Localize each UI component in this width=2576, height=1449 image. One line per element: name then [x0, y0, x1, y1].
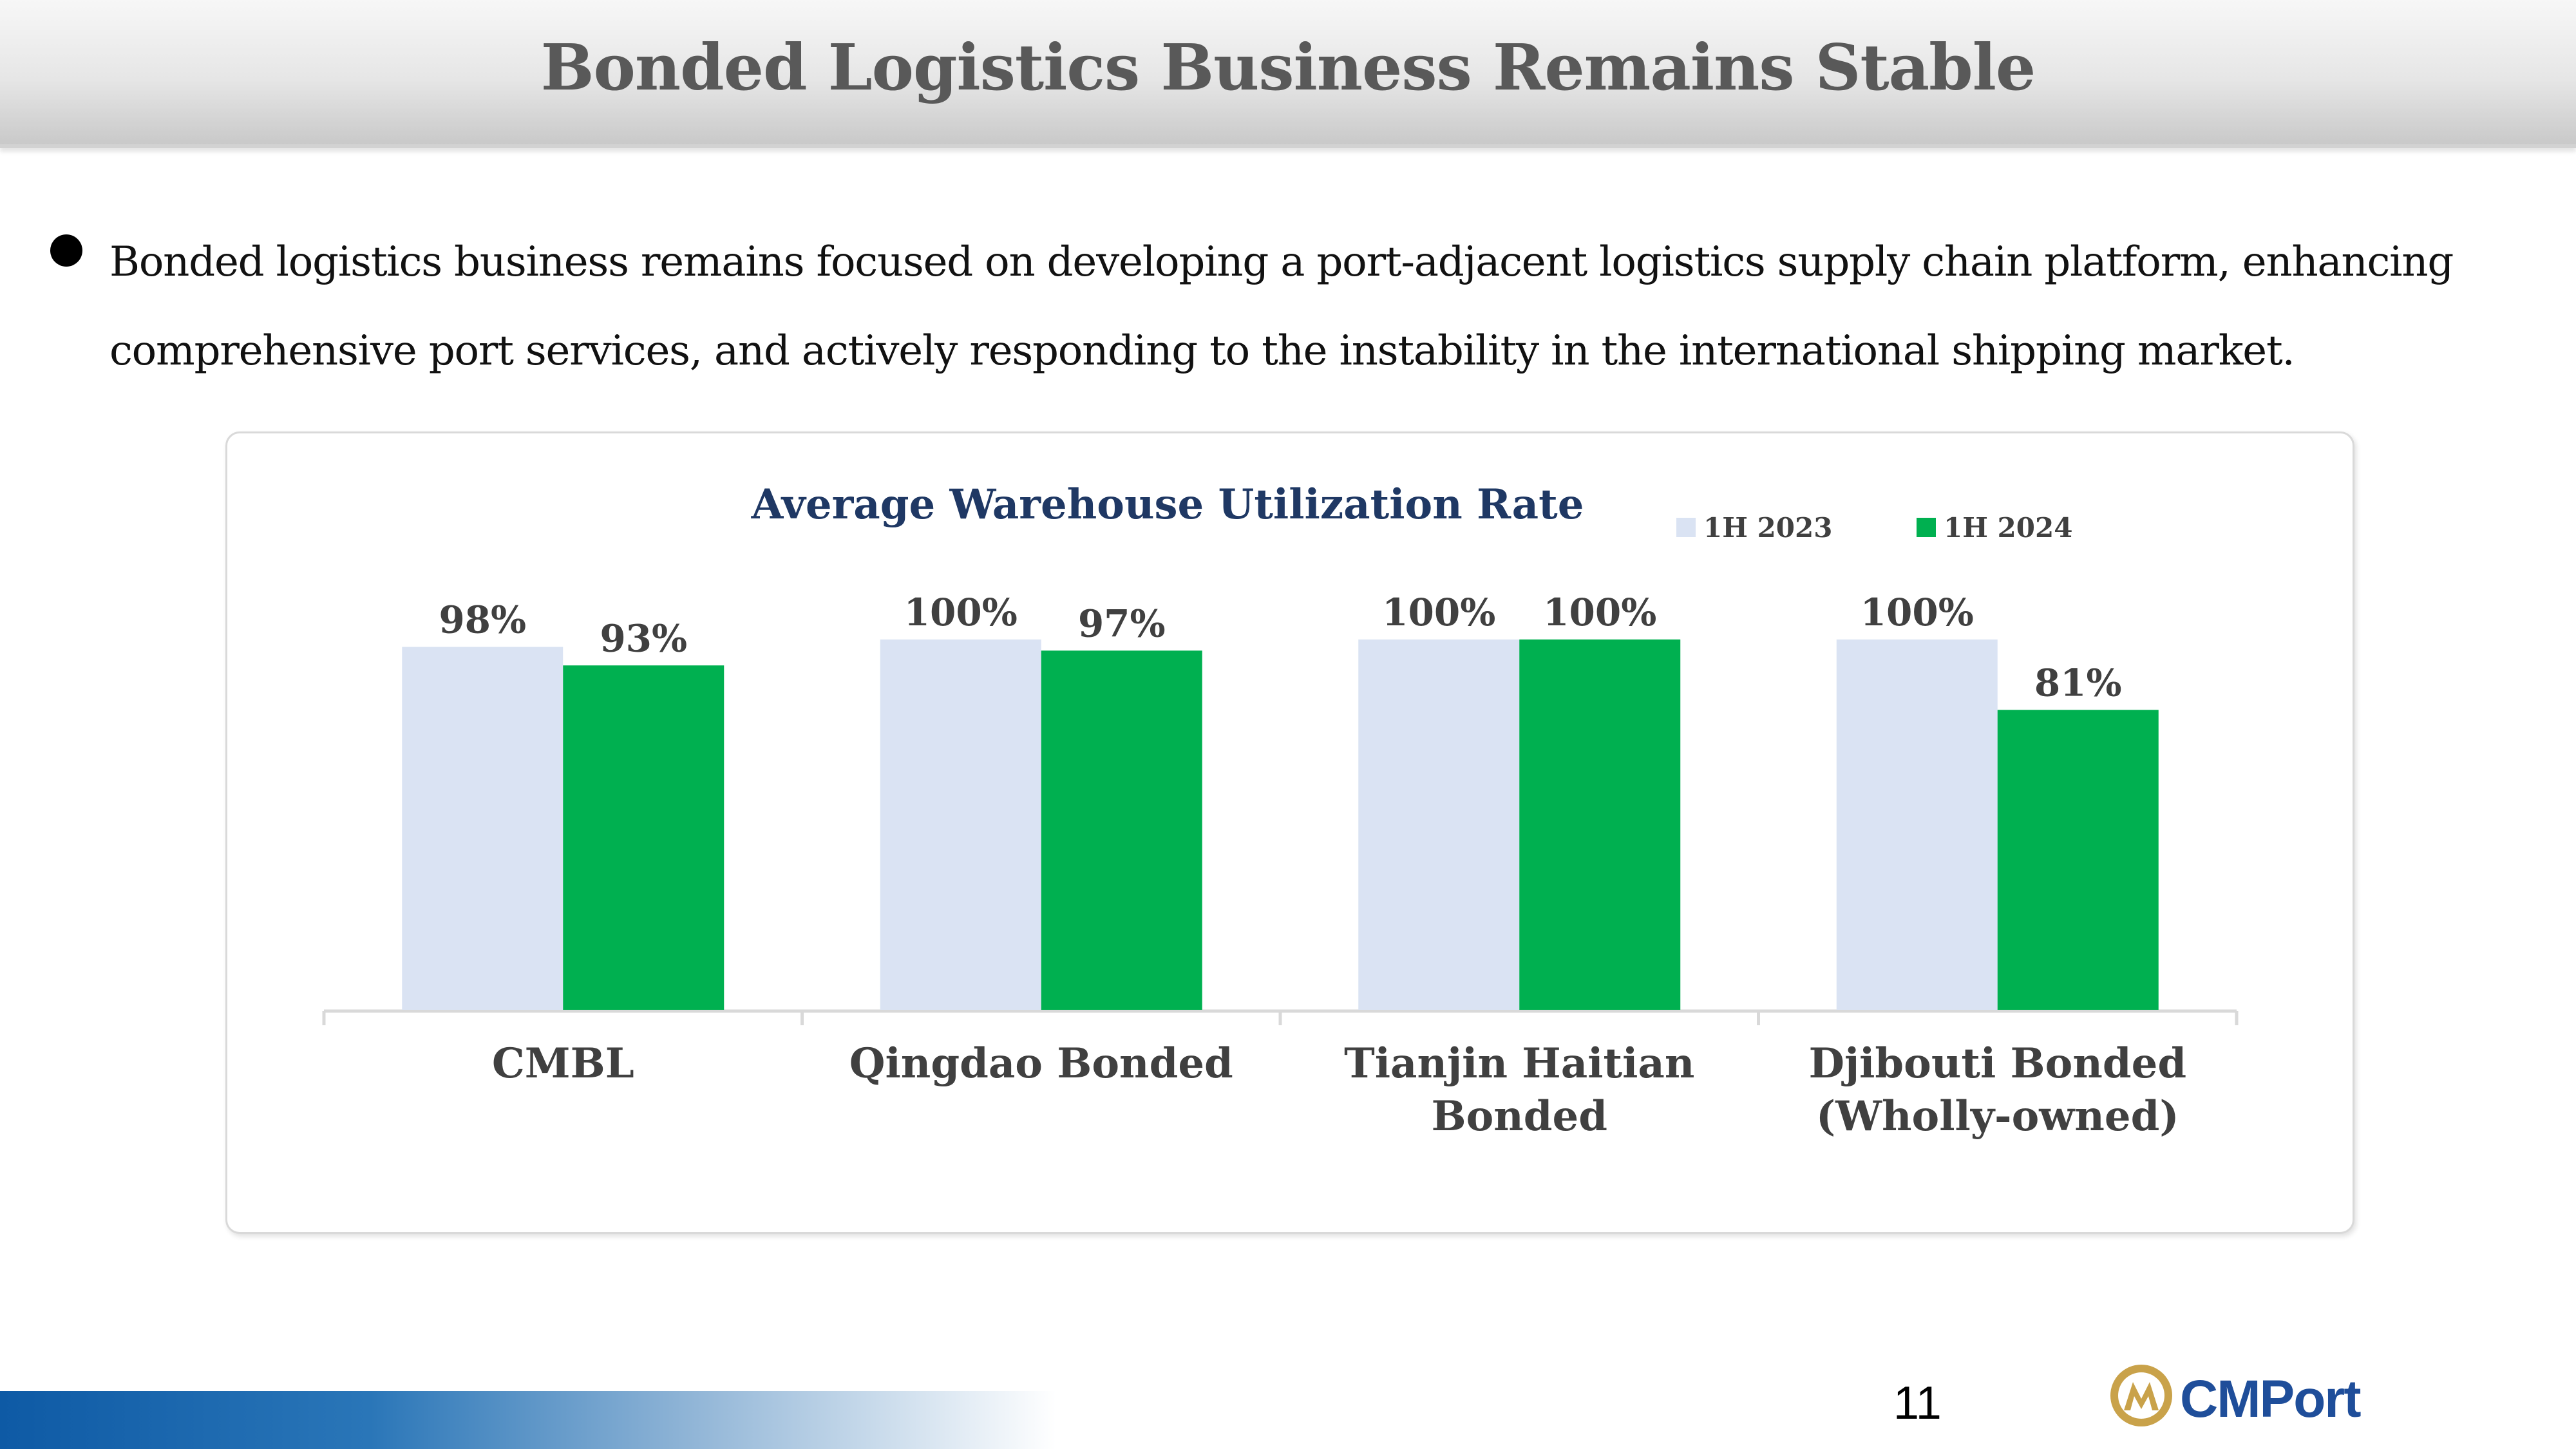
bar-1h2023 — [402, 647, 564, 1010]
legend-swatch-1 — [1676, 518, 1696, 537]
bar-1h2024 — [1041, 650, 1202, 1010]
legend-swatch-2 — [1917, 518, 1936, 537]
bullet-line-1: Bonded logistics business remains focuse… — [109, 238, 2454, 286]
logo-text: CMPort — [2180, 1370, 2361, 1428]
category-label: Bonded — [1431, 1092, 1607, 1141]
page-title: Bonded Logistics Business Remains Stable — [540, 31, 2036, 105]
bar-1h2024 — [1519, 639, 1681, 1010]
page-number: 11 — [1893, 1378, 1942, 1429]
bar-1h2024 — [1997, 710, 2159, 1010]
chart-title: Average Warehouse Utilization Rate — [751, 480, 1584, 529]
title-bar — [0, 0, 2576, 148]
chart-card: Average Warehouse Utilization Rate 1H 202… — [225, 431, 2354, 1234]
category-label: Djibouti Bonded — [1808, 1039, 2186, 1088]
category-label: CMBL — [492, 1039, 634, 1088]
footer-gradient-bar — [0, 1391, 1056, 1449]
bar-1h2023 — [1836, 639, 1998, 1010]
data-label: 100% — [1382, 591, 1495, 634]
bar-1h2023 — [1358, 639, 1520, 1010]
bar-chart: Average Warehouse Utilization Rate 1H 202… — [322, 480, 2239, 1141]
data-label: 98% — [439, 598, 526, 642]
data-label: 93% — [600, 616, 687, 660]
data-label: 100% — [1543, 591, 1656, 634]
data-label: 97% — [1078, 601, 1166, 645]
bullet-text: Bonded logistics business remains focuse… — [109, 218, 2544, 395]
data-label: 100% — [1861, 591, 1974, 634]
category-label: Tianjin Haitian — [1344, 1039, 1694, 1088]
bullet-dot-icon — [50, 234, 82, 267]
cmport-emblem-icon — [2110, 1365, 2172, 1426]
legend-label-2: 1H 2024 — [1944, 512, 2072, 544]
bar-1h2024 — [563, 665, 724, 1010]
data-label: 81% — [2034, 661, 2122, 705]
bullet-line-2: comprehensive port services, and activel… — [109, 327, 2295, 375]
legend-label-1: 1H 2023 — [1703, 512, 1832, 544]
category-label: (Wholly-owned) — [1816, 1092, 2179, 1141]
category-label: Qingdao Bonded — [849, 1039, 1233, 1088]
cmport-logo: CMPort — [2110, 1365, 2362, 1428]
bar-1h2023 — [880, 639, 1041, 1010]
data-label: 100% — [904, 591, 1018, 634]
